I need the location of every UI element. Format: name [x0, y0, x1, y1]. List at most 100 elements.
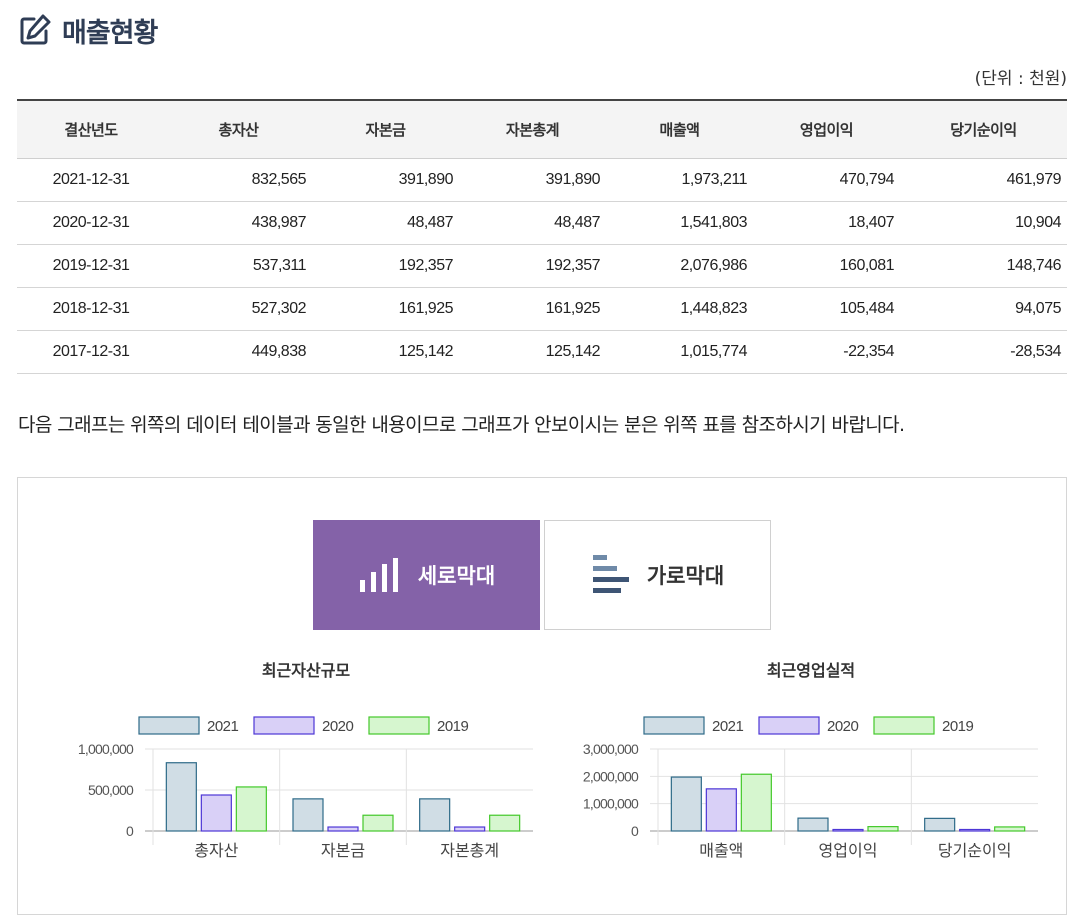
table-cell: 2020-12-31: [17, 201, 165, 245]
table-cell: 438,987: [165, 201, 312, 245]
col-header-total-equity: 자본총계: [459, 100, 606, 159]
table-cell: 125,142: [312, 330, 459, 374]
col-header-sales: 매출액: [606, 100, 753, 159]
operating-performance-chart-svg: 최근영업실적 2021 2020 2019 3,000,000 2,000,000 1,00…: [583, 661, 1038, 860]
bar: [832, 828, 864, 832]
y-tick-label: 0: [126, 823, 134, 839]
horizontal-bar-chart-icon: [592, 555, 629, 593]
table-row: 2021-12-31 832,565 391,890 391,890 1,973…: [17, 158, 1067, 202]
col-header-operating-profit: 영업이익: [753, 100, 900, 159]
bar: [165, 762, 197, 832]
x-tick-label: 매출액: [699, 842, 743, 858]
tab-horizontal-bar[interactable]: 가로막대: [544, 520, 771, 630]
table-cell: 537,311: [165, 244, 312, 288]
asset-scale-chart-svg: 최근자산규모 2021 2020 2019 1,000,000 500,000 0 총자산 자본…: [78, 661, 533, 860]
legend-swatch: [253, 716, 315, 735]
bar: [705, 788, 737, 832]
y-tick-label: 2,000,000: [583, 768, 639, 784]
bar: [994, 826, 1026, 832]
table-row: 2017-12-31 449,838 125,142 125,142 1,015…: [17, 330, 1067, 374]
y-tick-label: 500,000: [88, 782, 134, 798]
x-tick-label: 당기순이익: [938, 842, 1012, 858]
table-cell: 192,357: [312, 244, 459, 288]
chart-panel: 세로막대 가로막대 최근자산규모 2021 2020 2019 1,000,000 500…: [17, 477, 1067, 915]
operating-performance-chart: 최근영업실적 2021 2020 2019 3,000,000 2,000,000 1,00…: [563, 648, 1063, 860]
chart-notice: 다음 그래프는 위쪽의 데이터 테이블과 동일한 내용이므로 그래프가 안보이시…: [18, 414, 905, 436]
y-tick-label: 1,000,000: [78, 741, 134, 757]
legend-swatch: [643, 716, 705, 735]
table-cell: 1,015,774: [606, 330, 753, 374]
table-cell: 125,142: [459, 330, 606, 374]
y-tick-label: 3,000,000: [583, 741, 639, 757]
legend-label: 2019: [437, 718, 469, 735]
legend-swatch: [138, 716, 200, 735]
table-cell: 449,838: [165, 330, 312, 374]
table-cell: 1,541,803: [606, 201, 753, 245]
table-cell: 18,407: [753, 201, 900, 245]
bar: [924, 817, 956, 832]
legend-label: 2020: [827, 718, 859, 735]
table-cell: 2019-12-31: [17, 244, 165, 288]
bar: [867, 826, 899, 832]
bar: [489, 814, 521, 832]
x-tick-label: 총자산: [194, 842, 238, 858]
x-tick-label: 자본금: [321, 842, 365, 858]
page-header: 매출현황: [18, 12, 158, 49]
bar: [200, 794, 232, 832]
table-cell: 461,979: [900, 158, 1067, 202]
table-cell: -22,354: [753, 330, 900, 374]
table-cell: 48,487: [312, 201, 459, 245]
table-cell: 391,890: [459, 158, 606, 202]
table-cell: 832,565: [165, 158, 312, 202]
vertical-bar-chart-icon: [359, 558, 398, 592]
legend-label: 2021: [712, 718, 744, 735]
table-cell: 94,075: [900, 287, 1067, 331]
edit-icon: [20, 14, 51, 45]
table-cell: 161,925: [312, 287, 459, 331]
page-title: 매출현황: [62, 17, 158, 49]
tab-horizontal-label: 가로막대: [646, 564, 725, 588]
table-cell: 192,357: [459, 244, 606, 288]
table-cell: 10,904: [900, 201, 1067, 245]
table-cell: 2017-12-31: [17, 330, 165, 374]
bar: [327, 826, 359, 832]
table-cell: 48,487: [459, 201, 606, 245]
table-cell: 2021-12-31: [17, 158, 165, 202]
table-row: 2019-12-31 537,311 192,357 192,357 2,076…: [17, 244, 1067, 288]
bar: [670, 776, 702, 832]
legend-label: 2021: [207, 718, 239, 735]
bar: [454, 826, 486, 832]
legend-label: 2020: [322, 718, 354, 735]
col-header-year: 결산년도: [17, 100, 165, 159]
table-cell: 105,484: [753, 287, 900, 331]
table-cell: 391,890: [312, 158, 459, 202]
table-header-row: 결산년도 총자산 자본금 자본총계 매출액 영업이익 당기순이익: [17, 100, 1067, 159]
financial-table: 결산년도 총자산 자본금 자본총계 매출액 영업이익 당기순이익 2021-12…: [17, 99, 1067, 374]
bar: [292, 798, 324, 832]
bar: [235, 786, 267, 832]
col-header-net-income: 당기순이익: [900, 100, 1067, 159]
table-cell: 2018-12-31: [17, 287, 165, 331]
tab-vertical-label: 세로막대: [417, 564, 496, 588]
tab-vertical-bar[interactable]: 세로막대: [313, 520, 540, 630]
table-cell: 470,794: [753, 158, 900, 202]
table-cell: 1,448,823: [606, 287, 753, 331]
bar: [362, 814, 394, 832]
table-row: 2018-12-31 527,302 161,925 161,925 1,448…: [17, 287, 1067, 331]
y-tick-label: 0: [631, 823, 639, 839]
table-cell: 2,076,986: [606, 244, 753, 288]
table-cell: 1,973,211: [606, 158, 753, 202]
table-cell: 160,081: [753, 244, 900, 288]
x-tick-label: 영업이익: [819, 842, 878, 858]
bar: [740, 773, 772, 832]
legend-label: 2019: [942, 718, 974, 735]
bar: [797, 817, 829, 832]
y-tick-label: 1,000,000: [583, 796, 639, 812]
col-header-capital: 자본금: [312, 100, 459, 159]
x-tick-label: 자본총계: [440, 842, 499, 858]
legend-swatch: [873, 716, 935, 735]
table-cell: 148,746: [900, 244, 1067, 288]
table-cell: 527,302: [165, 287, 312, 331]
table-cell: 161,925: [459, 287, 606, 331]
bar: [419, 798, 451, 832]
